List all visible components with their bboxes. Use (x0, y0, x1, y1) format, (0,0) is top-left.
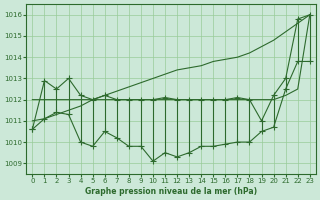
X-axis label: Graphe pression niveau de la mer (hPa): Graphe pression niveau de la mer (hPa) (85, 187, 257, 196)
